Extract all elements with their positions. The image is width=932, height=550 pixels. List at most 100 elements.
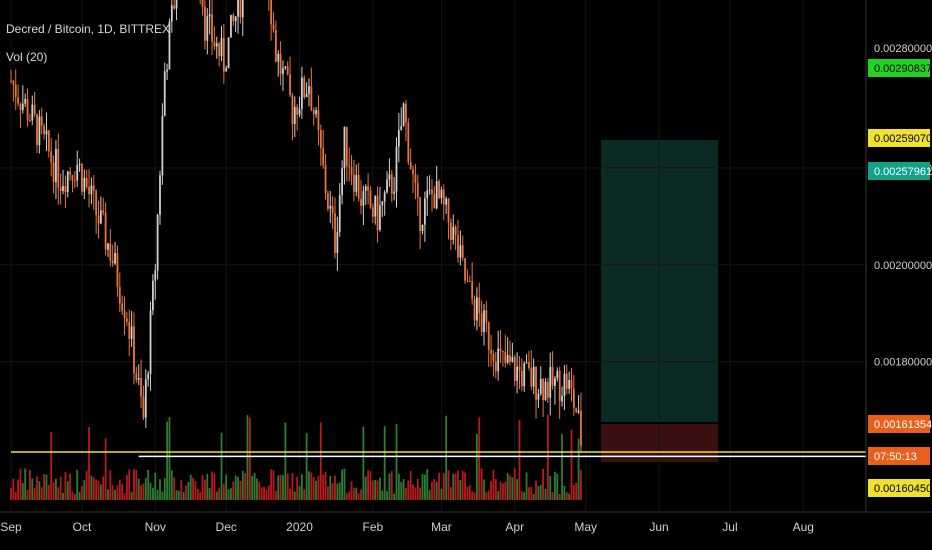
candle-body: [83, 177, 86, 192]
candle-body: [390, 174, 393, 194]
volume-bar: [369, 471, 372, 500]
candle-body: [485, 310, 488, 323]
candle-body: [428, 189, 431, 191]
volume-bar: [62, 493, 64, 500]
candle-body: [73, 180, 76, 182]
volume-bar: [85, 470, 88, 500]
candle-body: [282, 68, 284, 74]
time-tick-label: May: [574, 520, 597, 534]
volume-bar: [499, 481, 502, 500]
volume-bar: [277, 475, 280, 500]
volume-bar: [362, 426, 365, 500]
volume-bar: [29, 469, 31, 500]
candle-body: [289, 74, 291, 96]
time-axis[interactable]: Sep Oct Nov Dec 2020 Feb Mar Apr May Jun Jul Aug: [0, 520, 814, 534]
candle-body: [310, 86, 313, 110]
volume-bar: [452, 473, 455, 500]
volume-bar: [258, 481, 261, 500]
volume-bar: [305, 433, 308, 500]
candle-body: [322, 147, 325, 166]
volume-bar: [114, 489, 116, 500]
candle-body: [421, 224, 424, 232]
volume-bar: [518, 419, 521, 500]
volume-bar: [211, 471, 213, 500]
candle-body: [206, 16, 209, 41]
candle-body: [480, 313, 483, 332]
volume-bar: [414, 487, 417, 500]
candle-body: [208, 14, 211, 17]
volume-bar: [185, 485, 187, 500]
candle-body: [40, 116, 43, 126]
volume-bar: [476, 433, 478, 500]
candle-body: [511, 357, 514, 362]
candle-body: [152, 280, 154, 311]
candle-body: [518, 366, 521, 372]
candle-body: [90, 185, 93, 195]
candle-body: [133, 326, 135, 374]
candle-body: [319, 129, 322, 148]
chart-title[interactable]: Decred / Bitcoin, 1D, BITTREX: [6, 22, 171, 36]
volume-bar: [435, 481, 438, 500]
candle-body: [204, 6, 206, 41]
candle-body: [170, 5, 173, 22]
volume-bar: [95, 479, 98, 500]
volume-bar: [310, 472, 313, 500]
candle-body: [232, 15, 235, 22]
candle-body: [532, 366, 535, 387]
volume-bar: [525, 472, 528, 500]
candle-body: [374, 195, 377, 217]
price-tag-label: 0.00259070: [874, 133, 932, 145]
volume-bar: [483, 479, 485, 500]
volume-bar: [284, 422, 287, 500]
candle-body: [305, 93, 308, 98]
volume-bar: [222, 483, 225, 500]
candle-body: [419, 197, 422, 232]
volume-bar: [135, 470, 138, 500]
candle-body: [580, 410, 582, 446]
candle-body: [19, 103, 22, 110]
volume-bar: [253, 472, 256, 500]
volume-bar: [383, 426, 386, 500]
candle-body: [71, 174, 74, 181]
candle-body: [504, 351, 507, 363]
candle-body: [38, 116, 41, 146]
volume-bar: [147, 470, 150, 500]
candle-body: [130, 326, 133, 339]
candle-body: [88, 186, 90, 195]
candle-body: [447, 198, 450, 223]
volume-bar: [457, 470, 459, 500]
candle-body: [279, 53, 282, 74]
volume-bar: [26, 490, 29, 500]
volume-bar: [218, 487, 221, 500]
volume-bar: [478, 417, 481, 500]
volume-bar: [69, 473, 72, 500]
volume-bar: [468, 485, 471, 500]
volume-bar: [144, 478, 147, 500]
price-tag: [868, 415, 930, 433]
candlestick-series: [10, 0, 582, 454]
volume-bar: [182, 491, 185, 500]
candle-body: [128, 321, 131, 339]
volume-bar: [442, 472, 445, 500]
candle-body: [149, 310, 152, 374]
candle-body: [466, 280, 469, 282]
candle-body: [570, 380, 573, 389]
volume-bar: [502, 483, 504, 500]
volume-bar: [312, 477, 315, 500]
volume-bar: [513, 468, 516, 500]
candle-body: [435, 181, 438, 209]
volume-bar: [561, 434, 563, 500]
volume-bar: [17, 479, 19, 500]
candle-body: [357, 174, 360, 199]
volume-bar: [504, 482, 507, 500]
volume-indicator-label[interactable]: Vol (20): [6, 50, 48, 64]
price-tag-label: 0.00257961: [874, 166, 932, 178]
volume-bar: [329, 476, 332, 500]
volume-bar: [341, 469, 343, 500]
volume-bar: [421, 473, 424, 500]
candle-body: [241, 0, 244, 18]
volume-bar: [556, 473, 559, 500]
candle-body: [284, 66, 287, 69]
volume-bar: [440, 488, 443, 500]
